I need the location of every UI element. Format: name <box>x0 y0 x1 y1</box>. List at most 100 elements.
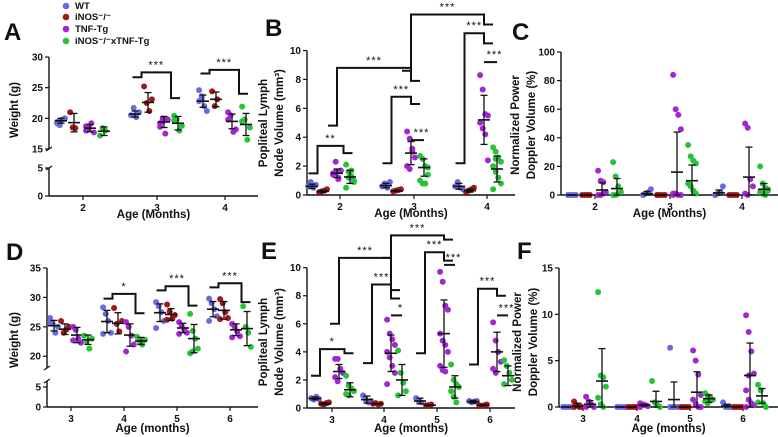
data-point-tnf <box>88 120 95 127</box>
significance-label: *** <box>169 273 185 285</box>
x-tick-label: 3 <box>580 414 586 425</box>
y-tick-label: 30 <box>30 293 42 304</box>
y-axis-title: Popliteal Lymph <box>258 298 270 386</box>
data-point-tnf <box>484 112 491 119</box>
data-point-tnf <box>749 183 756 190</box>
data-point-tnf <box>690 396 697 403</box>
legend-marker-inos <box>62 13 70 21</box>
data-point-tnf <box>600 179 607 186</box>
legend-label-wt: WT <box>75 1 90 12</box>
x-tick-label: 2 <box>80 203 86 214</box>
data-point-dko <box>171 117 178 124</box>
significance-label: ** <box>325 133 336 145</box>
significance-label: *** <box>366 55 382 67</box>
data-point-wt <box>107 329 114 336</box>
y-tick-label: 20 <box>30 352 42 363</box>
x-tick-label: 4 <box>381 415 387 426</box>
panel-letter: E <box>261 238 277 265</box>
data-point-tnf <box>442 368 449 375</box>
data-point-inos <box>146 107 153 114</box>
data-point-dko <box>424 171 431 178</box>
data-point-dko <box>189 348 196 355</box>
data-point-tnf <box>490 319 497 326</box>
x-tick-label: 2 <box>592 202 598 213</box>
x-tick-label: 4 <box>222 203 228 214</box>
data-point-dko <box>649 378 656 385</box>
data-point-tnf <box>444 348 451 355</box>
significance-label: *** <box>446 252 462 264</box>
data-point-tnf <box>384 381 391 388</box>
x-tick-label: 3 <box>68 414 74 425</box>
data-point-tnf <box>391 341 398 348</box>
x-axis-title: Age (Months) <box>374 208 448 220</box>
x-tick-label: 4 <box>739 202 745 213</box>
data-point-dko <box>707 396 714 403</box>
y-tick-label: 5 <box>547 356 553 367</box>
data-point-wt <box>719 183 726 190</box>
data-point-dko <box>448 388 455 395</box>
data-point-tnf <box>675 111 682 118</box>
data-point-inos <box>217 316 224 323</box>
y-axis-title: Doppler Volume (%) <box>528 288 540 397</box>
data-point-dko <box>595 289 602 296</box>
data-point-tnf <box>386 354 393 361</box>
data-point-tnf <box>444 306 451 313</box>
x-tick-label: 3 <box>154 203 160 214</box>
panel-letter: A <box>4 19 21 46</box>
data-point-wt <box>61 115 68 122</box>
significance-label: *** <box>499 302 515 314</box>
data-point-dko <box>692 190 699 197</box>
x-tick-label: 3 <box>411 202 417 213</box>
significance-label: *** <box>480 276 496 288</box>
y-tick-label: 6 <box>295 319 301 330</box>
data-point-dko <box>508 376 515 383</box>
data-point-dko <box>343 184 350 191</box>
axis-break-mark <box>45 146 53 171</box>
data-point-dko <box>81 332 88 339</box>
data-point-tnf <box>77 339 84 346</box>
x-axis-title: Age (Months) <box>633 208 707 220</box>
data-point-dko <box>395 392 402 399</box>
data-point-dko <box>402 388 409 395</box>
data-point-inos <box>148 96 155 103</box>
data-point-wt <box>206 317 213 324</box>
data-point-tnf <box>90 129 97 136</box>
data-point-tnf <box>123 348 130 355</box>
data-point-dko <box>178 122 185 129</box>
data-point-dko <box>490 186 497 193</box>
data-point-tnf <box>477 119 484 126</box>
data-point-wt <box>100 330 107 337</box>
data-point-tnf <box>583 393 590 400</box>
y-tick-label: 100 <box>538 48 555 59</box>
significance-label: *** <box>393 84 409 96</box>
data-point-tnf <box>482 131 489 138</box>
x-tick-label: 3 <box>329 415 335 426</box>
y-tick-label: 5 <box>35 383 41 394</box>
significance-bracket <box>382 95 420 165</box>
x-axis-title: Age (months) <box>115 423 189 435</box>
significance-label: *** <box>148 59 164 71</box>
data-point-tnf <box>492 337 499 344</box>
significance-bracket <box>156 285 198 307</box>
y-axis-title: Normalized Power <box>512 292 524 392</box>
y-tick-label: 0 <box>547 403 553 414</box>
panel-letter: C <box>512 19 529 46</box>
data-point-tnf <box>743 312 750 319</box>
data-point-tnf <box>743 404 750 410</box>
legend-label-tnf: TNF-Tg <box>75 24 108 35</box>
data-point-dko <box>600 374 607 381</box>
data-point-dko <box>497 180 504 187</box>
x-tick-label: 2 <box>337 202 343 213</box>
significance-bracket <box>311 348 354 377</box>
data-point-tnf <box>595 167 602 174</box>
data-point-tnf <box>384 316 391 323</box>
y-axis-title: Weight (g) <box>9 82 21 138</box>
y-tick-label: 0 <box>295 191 301 202</box>
data-point-dko <box>97 132 104 139</box>
y-tick-label: 10 <box>542 310 554 321</box>
significance-bracket <box>200 68 248 95</box>
data-point-tnf <box>590 404 597 410</box>
data-point-wt <box>206 295 213 302</box>
significance-label: *** <box>410 222 426 234</box>
data-point-tnf <box>70 337 77 344</box>
